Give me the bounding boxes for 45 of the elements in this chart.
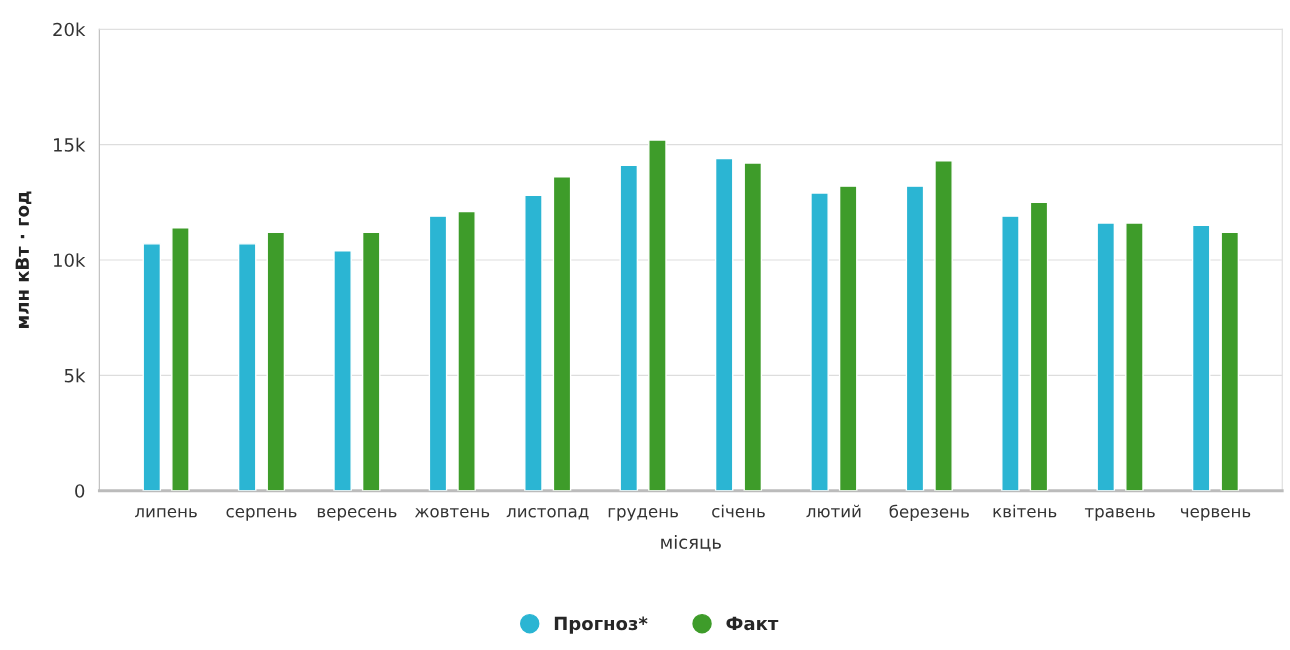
bar xyxy=(171,227,190,491)
bar xyxy=(428,215,448,491)
bar xyxy=(266,231,286,491)
x-tick-label: листопад xyxy=(506,507,589,520)
bar xyxy=(524,194,543,491)
bar xyxy=(743,162,763,491)
bar xyxy=(810,192,829,491)
x-tick-label: квітень xyxy=(993,504,1057,518)
x-tick-label: грудень xyxy=(608,507,678,521)
y-axis-title: млн кВт · год xyxy=(15,191,32,329)
x-tick-label: березень xyxy=(889,504,969,522)
legend-label: Прогноз* xyxy=(554,616,648,634)
bar xyxy=(838,185,858,491)
x-tick-label: жовтень xyxy=(415,507,490,518)
bar xyxy=(1220,231,1240,491)
bar xyxy=(905,185,925,491)
bar xyxy=(142,243,162,491)
bar xyxy=(1096,222,1116,491)
y-tick-label: 20k xyxy=(53,22,86,37)
bar xyxy=(1125,222,1144,491)
bar xyxy=(714,157,734,491)
y-tick-label: 0 xyxy=(75,484,85,498)
x-tick-label: липень xyxy=(135,507,197,518)
x-tick-label: січень xyxy=(712,504,765,518)
x-tick-label: серпень xyxy=(226,507,297,521)
bar xyxy=(457,210,476,491)
bar xyxy=(552,176,572,491)
y-tick-label: 5k xyxy=(64,368,86,383)
bar xyxy=(1001,215,1020,491)
bar xyxy=(333,250,352,491)
x-tick-label: вересень xyxy=(317,507,397,521)
x-tick-label: червень xyxy=(1180,507,1251,521)
bar xyxy=(237,243,257,491)
bar xyxy=(361,231,381,491)
bar xyxy=(934,160,953,491)
y-tick-label: 15k xyxy=(53,137,86,152)
bar xyxy=(619,164,639,491)
x-tick-label: травень xyxy=(1084,507,1155,521)
bar xyxy=(648,139,667,491)
legend-label: Факт xyxy=(726,616,779,631)
y-tick-label: 10k xyxy=(53,253,86,268)
x-axis-title: місяць xyxy=(661,534,721,552)
bar xyxy=(1029,201,1049,491)
bar xyxy=(1191,224,1211,491)
x-tick-label: лютий xyxy=(806,504,861,518)
